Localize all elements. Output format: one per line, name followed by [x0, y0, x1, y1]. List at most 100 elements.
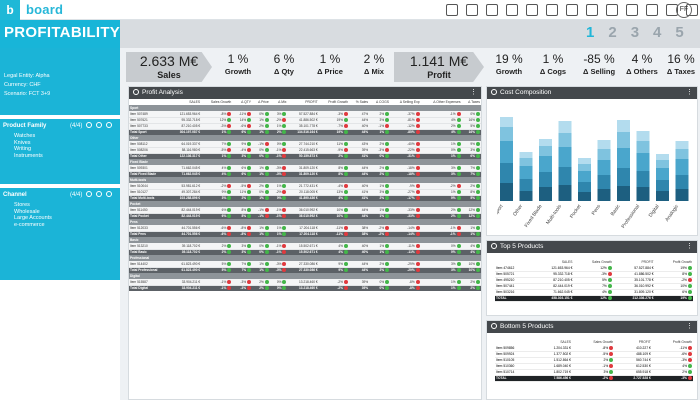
channel-item[interactable]: e-commerce — [14, 221, 45, 228]
table-row[interactable]: Item 509924 1.377.502 € -5% 488.109 € -6% — [495, 351, 693, 358]
bar-segment[interactable] — [539, 156, 552, 172]
screen-icon[interactable] — [566, 4, 578, 16]
total-row[interactable]: Total Fixed Blade 71.662.045 €4% 6% 1% -3% 31… — [129, 171, 481, 177]
bar-segment[interactable] — [558, 121, 572, 133]
group-row[interactable]: Pocket — [129, 201, 481, 207]
list-icon[interactable] — [106, 122, 112, 128]
table-row[interactable]: Item 509856 1.204.331 € -8% 410.227 € -11% — [495, 345, 693, 352]
bar-segment[interactable] — [617, 186, 630, 201]
bar-segment[interactable] — [597, 175, 611, 189]
bar-segment[interactable] — [519, 166, 533, 179]
column-header[interactable]: Δ Taxes — [461, 99, 481, 105]
column-header[interactable]: Δ COGS — [369, 99, 391, 105]
column-header[interactable]: PROFIT — [641, 260, 654, 264]
table-row[interactable]: Item 512033 44.701.556 € -6% -8% 1% 1% 17.204.… — [129, 225, 481, 232]
bar-segment[interactable] — [597, 149, 611, 160]
total-row[interactable]: Total Pocket 82.444.019 €6% 8% -1% -1% 36.010… — [129, 213, 481, 219]
kpi-profit[interactable]: 1.141 M€ Profit — [394, 52, 484, 82]
table-row[interactable]: Item 515587 33.904.211 € -1% -3% 2% 0% 13.218.… — [129, 279, 481, 286]
profit-analysis-table-wrap[interactable]: SALES Sales Growth Δ QTY Δ Price Δ Mix PROFIT… — [129, 99, 481, 399]
column-header[interactable]: SALES — [169, 99, 202, 105]
table-row[interactable]: Item 510127 49.307.284 €9% 11% 0% -2% 20.118.… — [129, 189, 481, 196]
bar-segment[interactable] — [578, 192, 591, 201]
undo-icon[interactable] — [526, 4, 538, 16]
bar-segment[interactable] — [675, 175, 689, 189]
bar-segment[interactable] — [675, 189, 689, 201]
step-1[interactable]: 1 — [586, 24, 595, 41]
bar-segment[interactable] — [597, 189, 611, 201]
bar-segment[interactable] — [617, 132, 630, 148]
product-family-item[interactable]: Knives — [14, 139, 31, 146]
bar-segment[interactable] — [675, 141, 689, 149]
column-header[interactable]: PROFIT — [638, 340, 651, 344]
table-row[interactable]: Item 508112 64.019.337 €7% 9% -1% 0% 27.744.2… — [129, 141, 481, 148]
bar-segment[interactable] — [539, 146, 552, 156]
note-icon[interactable] — [646, 4, 658, 16]
table-row[interactable]: Item 505721 95.332.718 € -3% 41.886.502 €8% — [495, 271, 693, 278]
column-header[interactable]: Sales Growth — [201, 99, 233, 105]
search-icon[interactable] — [86, 122, 92, 128]
table-row[interactable]: Item 508206 58.116.980 € -5% -4% 0% -1% 22.415… — [129, 147, 481, 154]
bar-segment[interactable] — [675, 159, 689, 175]
step-3[interactable]: 3 — [630, 24, 640, 41]
bar-segment[interactable] — [578, 182, 591, 192]
bar-segment[interactable] — [617, 120, 630, 132]
total-row[interactable]: Total Digital 33.904.211 € -1% -3% 2% 0% 13.21… — [129, 285, 481, 291]
group-row[interactable]: Professional — [129, 255, 481, 261]
channel-item[interactable]: Wholesale — [14, 208, 40, 215]
table-row[interactable]: Item 510714 1.802.719 €3% 655.918 €2% — [495, 369, 693, 376]
presentation-icon[interactable] — [586, 4, 598, 16]
home-icon[interactable] — [446, 4, 458, 16]
bar-segment[interactable] — [656, 168, 669, 180]
total-row[interactable]: Total Sport 304.197.087 €1% 6% 1% 2% 134.516.… — [129, 129, 481, 135]
product-family-item[interactable]: Watches — [14, 133, 36, 139]
bar-segment[interactable] — [500, 117, 513, 127]
bar-segment[interactable] — [539, 139, 552, 146]
more-icon[interactable]: ⋮ — [686, 243, 693, 250]
total-row[interactable]: Total Pens 44.701.556 € -6% -8% 1% 1% 17.204.1… — [129, 231, 481, 237]
bar-segment[interactable] — [500, 163, 513, 183]
column-header[interactable]: Δ QTY — [232, 99, 253, 105]
column-header[interactable]: Sales Growth — [592, 260, 612, 264]
table-row[interactable]: Item 510105 1.512.864 €2% 560.744 € -3% — [495, 357, 693, 364]
column-header[interactable] — [129, 99, 170, 105]
column-header[interactable]: Profit Growth — [672, 260, 692, 264]
total-row[interactable]: TOTAL 7.586.456 € -2% 2.727.528 € -3% — [495, 375, 693, 382]
legal-entity-filter[interactable]: Legal Entity: Alpha — [4, 73, 50, 79]
bar-segment[interactable] — [597, 160, 611, 175]
step-5[interactable]: 5 — [675, 24, 684, 41]
folder-icon[interactable] — [466, 4, 478, 16]
step-4[interactable]: 4 — [653, 24, 662, 41]
channel-item[interactable]: Large Accounts — [14, 215, 52, 221]
total-row[interactable]: Total Professional 61.823.490 €5% 7% 1% -3% 2… — [129, 267, 481, 273]
product-family-item[interactable]: Writing — [14, 146, 32, 152]
refresh-icon[interactable] — [546, 4, 558, 16]
table-row[interactable]: Item 509301 71.662.045 €4% 6% 1% -3% 31.809.1… — [129, 165, 481, 172]
more-icon[interactable]: ⋮ — [470, 89, 477, 96]
bar-segment[interactable] — [675, 149, 689, 159]
group-row[interactable]: Other — [129, 135, 481, 141]
bar-segment[interactable] — [519, 152, 533, 158]
table-row[interactable]: Item 511450 82.444.019 €6% 8% -1% -1% 36.010.… — [129, 207, 481, 214]
group-row[interactable]: Basic — [129, 237, 481, 243]
search-icon[interactable] — [486, 4, 498, 16]
bar-segment[interactable] — [558, 133, 572, 147]
bar-segment[interactable] — [558, 167, 572, 185]
column-header[interactable]: PROFIT — [287, 99, 319, 105]
scenario-filter[interactable]: Scenario: FCT 3+9 — [4, 91, 51, 97]
bar-segment[interactable] — [558, 185, 572, 201]
more-icon[interactable]: ⋮ — [686, 323, 693, 330]
export-icon[interactable] — [626, 4, 638, 16]
table-row[interactable]: Item 507733 87.210.405 € -3% -6% 2% 1% 35.101.… — [129, 123, 481, 130]
bar-segment[interactable] — [578, 158, 591, 164]
bar-segment[interactable] — [578, 171, 591, 182]
table-row[interactable]: Item 507489 121.653.964 € -8% -11% 0% 3% 57.52… — [129, 111, 481, 118]
column-header[interactable]: SALES — [561, 260, 573, 264]
bar-segment[interactable] — [519, 179, 533, 191]
product-family-item[interactable]: Instruments — [14, 152, 43, 159]
bar-segment[interactable] — [500, 141, 513, 163]
total-row[interactable]: TOTAL 458.303.151 €12% 212.336.276 €19% — [495, 295, 693, 302]
bar-segment[interactable] — [519, 158, 533, 166]
table-row[interactable]: Item 495210 87.210.405 €5% 35.101.778 € -2% — [495, 277, 693, 284]
bar-segment[interactable] — [597, 140, 611, 149]
